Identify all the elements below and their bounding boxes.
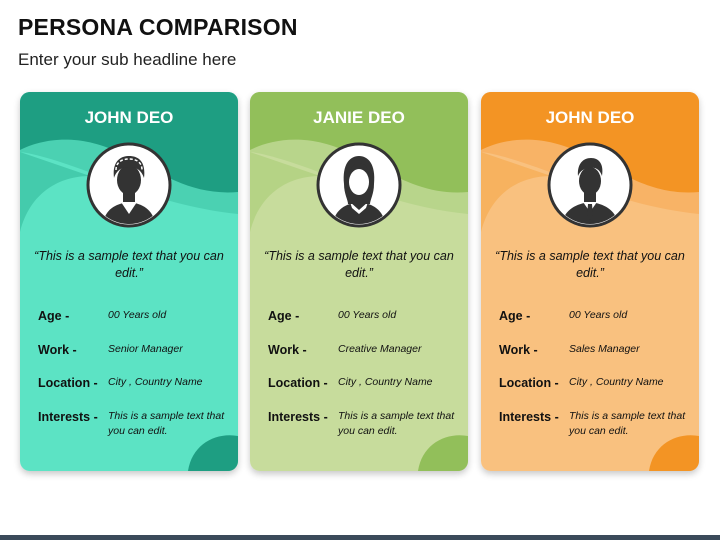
age-value: 00 Years old (338, 309, 397, 321)
man-suit-avatar-icon (547, 142, 633, 228)
persona-quote: “This is a sample text that you can edit… (34, 249, 224, 280)
persona-quote: “This is a sample text that you can edit… (495, 249, 685, 280)
persona-name: JOHN DEO (84, 108, 174, 127)
persona-card-3: JOHN DEO “This is a sample text that you… (481, 92, 699, 471)
interests-value: This is a sample text that you can edit. (108, 410, 225, 437)
location-value: City , Country Name (108, 376, 203, 388)
work-value: Creative Manager (338, 343, 422, 355)
interests-label: Interests - (268, 410, 328, 424)
interests-value: This is a sample text that you can edit. (569, 410, 686, 437)
age-label: Age - (499, 309, 531, 323)
work-value: Senior Manager (108, 343, 183, 355)
age-value: 00 Years old (108, 309, 167, 321)
man-avatar-icon (86, 142, 172, 228)
location-value: City , Country Name (338, 376, 433, 388)
woman-avatar-icon (316, 142, 402, 228)
persona-quote: “This is a sample text that you can edit… (264, 249, 454, 280)
work-label: Work - (38, 343, 77, 357)
age-value: 00 Years old (569, 309, 628, 321)
card-background (481, 92, 699, 471)
page-subtitle: Enter your sub headline here (18, 50, 237, 69)
age-label: Age - (38, 309, 70, 323)
location-label: Location - (38, 376, 98, 390)
interests-label: Interests - (499, 410, 559, 424)
persona-name: JANIE DEO (313, 108, 405, 127)
interests-label: Interests - (38, 410, 98, 424)
age-label: Age - (268, 309, 300, 323)
interests-value: This is a sample text that you can edit. (338, 410, 455, 437)
location-label: Location - (268, 376, 328, 390)
persona-card-1: JOHN DEO “This is a sample text that you… (20, 92, 238, 471)
page-title: PERSONA COMPARISON (18, 14, 298, 40)
persona-name: JOHN DEO (545, 108, 635, 127)
location-label: Location - (499, 376, 559, 390)
persona-card-2: JANIE DEO “This is a sample text that yo… (250, 92, 468, 471)
work-value: Sales Manager (569, 343, 640, 355)
work-label: Work - (499, 343, 538, 357)
location-value: City , Country Name (569, 376, 664, 388)
work-label: Work - (268, 343, 307, 357)
bottom-bar (0, 535, 720, 540)
